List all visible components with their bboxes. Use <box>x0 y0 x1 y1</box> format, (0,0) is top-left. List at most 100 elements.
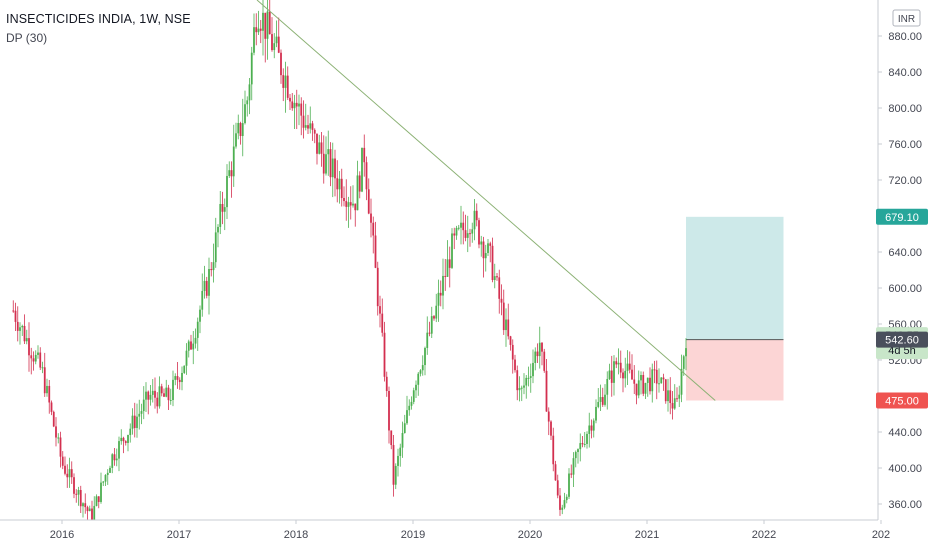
candle-body <box>430 316 433 334</box>
candle-body <box>327 149 330 155</box>
candle-body <box>115 458 118 461</box>
price-label-text-2: 542.60 <box>885 335 919 347</box>
candle-body <box>617 362 620 365</box>
candle-body <box>354 203 357 211</box>
candle-body <box>316 133 318 154</box>
candle-body <box>446 259 449 277</box>
candle-body <box>300 103 303 116</box>
candle-body <box>271 34 273 51</box>
candle-body <box>336 178 339 190</box>
candle-body <box>460 222 462 228</box>
candle-body <box>592 420 595 431</box>
candle-body <box>523 385 525 388</box>
candle-body <box>14 310 17 322</box>
candle-body <box>165 387 168 397</box>
price-label-0 <box>876 208 928 225</box>
candle-body <box>257 28 260 33</box>
candle-body <box>397 455 399 466</box>
candle-body <box>669 390 672 404</box>
candle-body <box>331 158 334 178</box>
candle-body <box>39 352 42 368</box>
candle-body <box>127 435 129 443</box>
candle-body <box>318 142 321 154</box>
candle-body <box>226 175 228 208</box>
candle-body <box>264 12 267 39</box>
y-tick-label: 880.00 <box>888 31 922 43</box>
candle-body <box>563 500 566 508</box>
candle-body <box>358 175 361 192</box>
x-tick-label: 2019 <box>401 529 425 541</box>
candle-body <box>379 306 381 314</box>
candle-body <box>469 233 471 235</box>
candle-body <box>64 465 66 474</box>
candle-body <box>401 433 404 448</box>
candle-body <box>419 370 422 374</box>
symbol-title[interactable]: INSECTICIDES INDIA, 1W, NSE <box>6 12 191 26</box>
candle-body <box>680 368 683 395</box>
candle-body <box>237 122 240 134</box>
candle-body <box>322 153 325 174</box>
indicator-label[interactable]: DP (30) <box>6 31 48 45</box>
candle-body <box>124 441 127 443</box>
candle-body <box>289 97 291 102</box>
candle-body <box>325 154 327 174</box>
candle-body <box>365 162 368 190</box>
candle-body <box>442 275 444 296</box>
candle-body <box>196 321 199 338</box>
y-tick-label: 640.00 <box>888 247 922 259</box>
candle-body <box>392 445 395 485</box>
candle-body <box>37 352 39 355</box>
candle-body <box>140 411 143 414</box>
candle-body <box>160 386 163 394</box>
candle-body <box>374 235 377 268</box>
candle-body <box>502 302 505 331</box>
candle-body <box>145 391 147 400</box>
candle-body <box>520 387 523 389</box>
candle-body <box>201 290 204 310</box>
candle-body <box>496 276 498 278</box>
candle-body <box>482 241 485 259</box>
candle-body <box>16 321 19 331</box>
candle-body <box>61 456 64 466</box>
candle-body <box>43 367 46 394</box>
candle-body <box>118 441 120 459</box>
y-tick-label: 800.00 <box>888 103 922 115</box>
candle-body <box>514 359 516 371</box>
x-tick-label: 2018 <box>284 529 308 541</box>
stop-zone <box>686 339 784 401</box>
candle-body <box>266 11 269 39</box>
candle-body <box>480 241 483 245</box>
candle-body <box>491 245 494 281</box>
candle-body <box>142 399 145 412</box>
price-label-text-0: 679.10 <box>885 212 919 224</box>
candle-body <box>590 425 593 431</box>
candle-body <box>343 197 345 202</box>
candle-body <box>320 142 323 154</box>
candle-body <box>203 280 206 291</box>
x-tick-label: 2020 <box>518 529 542 541</box>
candle-body <box>412 390 415 402</box>
candle-body <box>158 386 161 407</box>
candle-body <box>610 370 613 383</box>
candle-body <box>545 370 548 412</box>
candle-body <box>453 233 456 236</box>
candle-body <box>19 327 21 331</box>
candle-body <box>428 332 431 334</box>
y-tick-label: 440.00 <box>888 427 922 439</box>
candle-body <box>662 377 665 380</box>
candle-body <box>214 232 217 263</box>
candle-body <box>451 233 453 268</box>
candle-body <box>561 507 564 510</box>
candle-body <box>619 362 622 373</box>
candle-body <box>678 394 681 399</box>
candle-body <box>682 356 685 369</box>
candle-body <box>84 503 87 508</box>
candle-body <box>277 36 280 53</box>
candle-body <box>212 262 215 271</box>
candle-body <box>390 430 393 446</box>
candle-body <box>340 178 343 198</box>
candle-body <box>363 147 366 163</box>
candle-body <box>408 405 411 411</box>
